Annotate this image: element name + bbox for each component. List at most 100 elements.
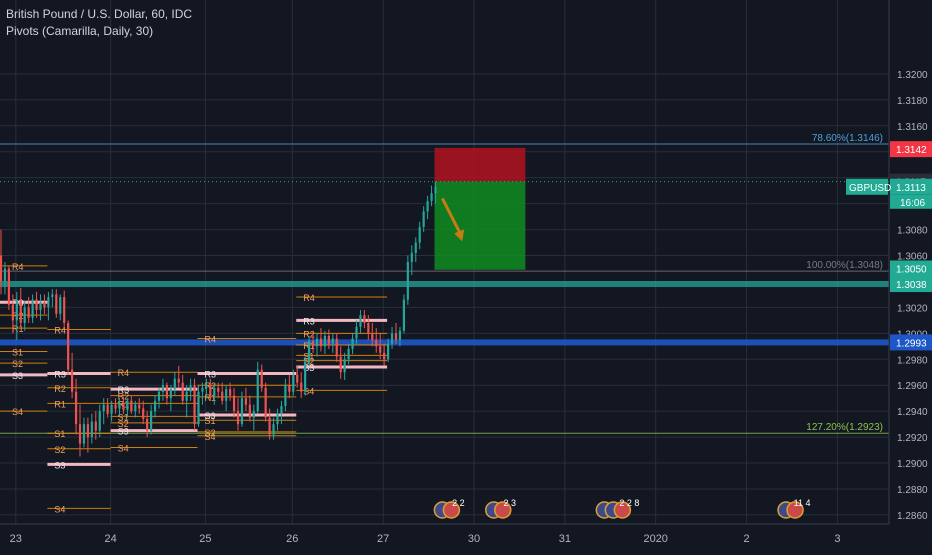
candle[interactable] <box>35 291 38 318</box>
candle[interactable] <box>410 245 413 275</box>
candle[interactable] <box>414 237 417 262</box>
candle[interactable] <box>185 385 188 418</box>
candle[interactable] <box>406 255 409 305</box>
candle[interactable] <box>134 400 137 418</box>
candle[interactable] <box>197 385 200 427</box>
candle[interactable] <box>347 343 350 365</box>
candle[interactable] <box>363 309 366 329</box>
candle[interactable] <box>311 330 315 353</box>
candle[interactable] <box>146 411 149 438</box>
candle[interactable] <box>359 309 362 334</box>
candle[interactable] <box>387 338 390 362</box>
candle[interactable] <box>296 365 299 388</box>
candle[interactable] <box>51 289 54 308</box>
candle[interactable] <box>43 294 46 314</box>
candle[interactable] <box>284 378 287 412</box>
candle[interactable] <box>71 352 74 399</box>
candle[interactable] <box>205 378 208 399</box>
candle[interactable] <box>339 346 342 379</box>
candle[interactable] <box>153 395 157 418</box>
candle[interactable] <box>383 343 386 366</box>
candle[interactable] <box>106 398 109 418</box>
candle[interactable] <box>434 181 437 204</box>
stop-zone[interactable] <box>434 147 526 182</box>
candle[interactable] <box>102 398 105 425</box>
candle[interactable] <box>426 195 429 220</box>
candle[interactable] <box>240 391 244 427</box>
candle[interactable] <box>225 385 228 412</box>
candle[interactable] <box>82 417 86 448</box>
candle[interactable] <box>335 333 338 362</box>
candle[interactable] <box>394 322 398 344</box>
candle[interactable] <box>7 265 10 310</box>
candle[interactable] <box>398 326 402 347</box>
candle[interactable] <box>244 387 247 412</box>
candle[interactable] <box>74 378 78 435</box>
candle[interactable] <box>272 417 275 440</box>
candle[interactable] <box>165 382 168 405</box>
candle[interactable] <box>3 262 7 295</box>
candle[interactable] <box>323 330 326 355</box>
candle[interactable] <box>217 382 220 399</box>
candle[interactable] <box>98 404 101 438</box>
candle[interactable] <box>142 400 145 425</box>
candle[interactable] <box>252 404 255 431</box>
support-band-blue[interactable] <box>0 339 889 346</box>
target-zone[interactable] <box>434 181 526 270</box>
candle[interactable] <box>236 398 240 431</box>
candle[interactable] <box>315 333 319 357</box>
candle[interactable] <box>327 329 330 349</box>
candle[interactable] <box>157 387 161 409</box>
candle[interactable] <box>304 356 307 396</box>
candle[interactable] <box>55 289 58 318</box>
candle[interactable] <box>331 333 334 353</box>
candle[interactable] <box>67 320 70 375</box>
candle[interactable] <box>59 294 62 321</box>
candle[interactable] <box>209 378 212 401</box>
candle[interactable] <box>23 300 26 331</box>
candle[interactable] <box>193 378 196 431</box>
candle[interactable] <box>161 378 165 401</box>
economic-event-marker[interactable]: 11 4 <box>777 498 810 519</box>
candle[interactable] <box>351 333 354 355</box>
candle[interactable] <box>300 372 303 399</box>
candle[interactable] <box>371 322 374 347</box>
candle[interactable] <box>138 398 141 414</box>
economic-event-marker[interactable]: 2 3 <box>485 498 516 519</box>
candle[interactable] <box>126 398 129 418</box>
candle[interactable] <box>78 404 82 457</box>
candle[interactable] <box>367 315 370 340</box>
candle[interactable] <box>402 294 405 334</box>
candle[interactable] <box>256 361 259 414</box>
candle[interactable] <box>114 398 117 414</box>
candle[interactable] <box>94 411 97 440</box>
candle[interactable] <box>118 398 121 417</box>
candle[interactable] <box>31 294 34 323</box>
candle[interactable] <box>63 290 66 327</box>
candle[interactable] <box>19 287 22 327</box>
candle[interactable] <box>422 206 425 233</box>
candle[interactable] <box>0 229 3 295</box>
candle[interactable] <box>122 396 125 414</box>
economic-event-marker[interactable]: 2 2 <box>433 498 465 519</box>
candle[interactable] <box>11 294 14 334</box>
candle[interactable] <box>150 404 153 435</box>
economic-event-marker[interactable]: 2 2 8 <box>595 498 639 519</box>
candle[interactable] <box>39 294 42 321</box>
candle[interactable] <box>177 365 180 388</box>
candle[interactable] <box>27 297 30 323</box>
time-axis[interactable] <box>0 524 932 550</box>
candle[interactable] <box>268 408 271 440</box>
candle[interactable] <box>173 372 176 396</box>
candle[interactable] <box>213 382 216 405</box>
support-band-teal[interactable] <box>0 281 889 288</box>
candle[interactable] <box>110 400 113 422</box>
candle[interactable] <box>264 382 267 422</box>
short-arrow[interactable] <box>441 197 464 239</box>
candle[interactable] <box>232 387 236 418</box>
candle[interactable] <box>130 395 133 414</box>
candle[interactable] <box>260 364 263 392</box>
candle[interactable] <box>430 185 433 207</box>
